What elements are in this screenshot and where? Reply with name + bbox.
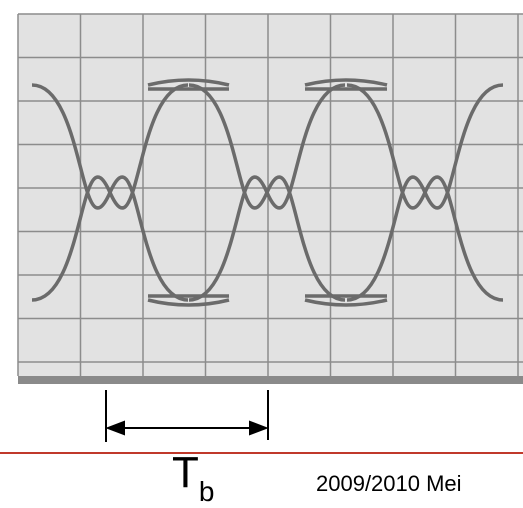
label-sub: b bbox=[199, 476, 215, 507]
page: Tb 2009/2010 Mei (() => { const data = J… bbox=[0, 0, 523, 498]
label-main: T bbox=[172, 448, 199, 497]
footer-text: 2009/2010 Mei bbox=[316, 471, 462, 497]
bit-period-label: Tb bbox=[172, 448, 214, 508]
arrow-head-left bbox=[108, 422, 124, 434]
scope-edge bbox=[18, 376, 523, 384]
eye-diagram bbox=[0, 0, 523, 498]
bit-period-marker bbox=[106, 390, 268, 442]
arrow-head-right bbox=[250, 422, 266, 434]
